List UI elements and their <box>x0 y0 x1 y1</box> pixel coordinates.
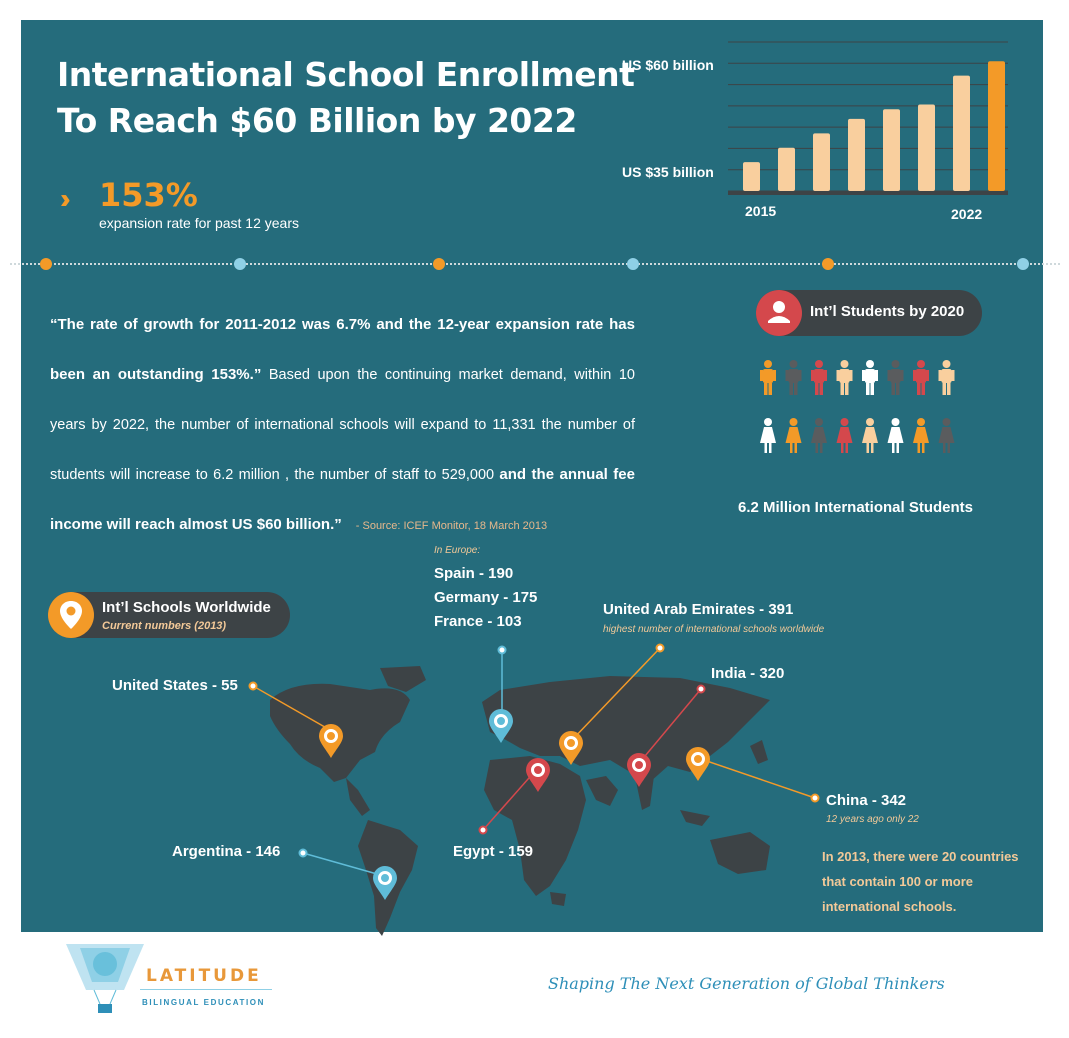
uae-note: highest number of international schools … <box>603 624 825 635</box>
schools-badge: Int’l Schools Worldwide Current numbers … <box>48 592 290 638</box>
china-note: 12 years ago only 22 <box>826 814 919 825</box>
label-india: India - 320 <box>711 665 785 682</box>
divider-dot <box>1017 258 1029 270</box>
x-tick-end: 2022 <box>951 206 983 222</box>
brand-rule <box>140 989 272 990</box>
brand-subtitle: BILINGUAL EDUCATION <box>142 998 265 1007</box>
page-title: International School Enrollment To Reach… <box>57 52 635 144</box>
person-figure-icon <box>887 418 904 453</box>
person-figure-icon <box>811 360 827 395</box>
student-figures <box>760 360 955 453</box>
label-egypt: Egypt - 159 <box>453 843 534 860</box>
chart-bar-2018 <box>848 118 865 191</box>
quote-body: Based upon the continuing market demand,… <box>50 367 635 483</box>
title-line-2: To Reach $60 Billion by 2022 <box>57 101 577 140</box>
chart-bar-2022 <box>988 61 1005 192</box>
divider-dot <box>40 258 52 270</box>
label-united-states: United States - 55 <box>112 677 238 694</box>
countries-fact: In 2013, there were 20 countries that co… <box>822 849 1019 914</box>
person-figure-icon <box>862 418 878 453</box>
location-pin-icon <box>48 592 94 638</box>
person-figure-icon <box>862 360 878 395</box>
person-figure-icon <box>785 360 802 395</box>
students-badge: Int’l Students by 2020 <box>756 290 982 336</box>
y-tick-bottom: US $35 billion <box>622 164 714 180</box>
pin-europe-icon <box>489 709 513 743</box>
growth-quote: “The rate of growth for 2011-2012 was 6.… <box>50 300 635 551</box>
students-badge-label: Int’l Students by 2020 <box>810 303 965 320</box>
balloon-logo <box>66 944 144 1013</box>
x-tick-start: 2015 <box>745 203 777 219</box>
expansion-label: expansion rate for past 12 years <box>99 215 300 231</box>
schools-badge-title: Int’l Schools Worldwide <box>102 599 271 616</box>
label-spain: Spain - 190 <box>434 565 514 582</box>
divider-dot <box>822 258 834 270</box>
quote-source: - Source: ICEF Monitor, 18 March 2013 <box>355 520 548 532</box>
pin-united-states-icon <box>319 724 343 758</box>
chart-bar-2019 <box>883 109 900 191</box>
person-figure-icon <box>760 418 776 453</box>
divider-dot <box>433 258 445 270</box>
chart-bar-2020 <box>918 104 935 191</box>
person-figure-icon <box>836 418 853 453</box>
pin-argentina-icon <box>373 866 397 900</box>
label-uae: United Arab Emirates - 391 <box>603 601 794 618</box>
person-figure-icon <box>938 360 955 395</box>
person-figure-icon <box>938 418 955 453</box>
chart-bar-2021 <box>953 75 970 191</box>
person-figure-icon <box>811 418 827 453</box>
chart-bars <box>743 61 1005 192</box>
person-figure-icon <box>785 418 802 453</box>
brand-name: LATITUDE <box>146 966 262 986</box>
divider-dot <box>627 258 639 270</box>
pin-uae-icon <box>559 731 583 765</box>
person-icon <box>756 290 802 336</box>
person-figure-icon <box>836 360 853 395</box>
students-caption: 6.2 Million International Students <box>738 499 974 516</box>
person-figure-icon <box>913 418 929 453</box>
section-divider <box>10 263 1060 265</box>
tagline: Shaping The Next Generation of Global Th… <box>548 974 945 993</box>
person-figure-icon <box>760 360 776 395</box>
pin-india-icon <box>627 753 651 787</box>
divider-dot <box>234 258 246 270</box>
label-china: China - 342 <box>826 792 907 809</box>
label-france: France - 103 <box>434 613 522 630</box>
person-figure-icon <box>887 360 904 395</box>
enrollment-bar-chart <box>728 41 1008 195</box>
europe-intro: In Europe: <box>434 545 481 556</box>
title-line-1: International School Enrollment <box>57 55 635 94</box>
chart-bar-2015 <box>743 162 760 191</box>
person-figure-icon <box>913 360 929 395</box>
expansion-value: 153% <box>99 176 198 214</box>
pin-china-icon <box>686 747 710 781</box>
chart-bar-2017 <box>813 133 830 191</box>
schools-badge-subtitle: Current numbers (2013) <box>102 620 227 632</box>
chart-bar-2016 <box>778 147 795 191</box>
y-tick-top: US $60 billion <box>622 57 714 73</box>
pin-egypt-icon <box>526 758 550 792</box>
quote-bold-2: and the annual fee income will reach alm… <box>50 466 635 533</box>
quote-bold-1: “The rate of growth for 2011-2012 was 6.… <box>50 316 635 383</box>
label-argentina: Argentina - 146 <box>172 843 281 860</box>
label-germany: Germany - 175 <box>434 589 538 606</box>
